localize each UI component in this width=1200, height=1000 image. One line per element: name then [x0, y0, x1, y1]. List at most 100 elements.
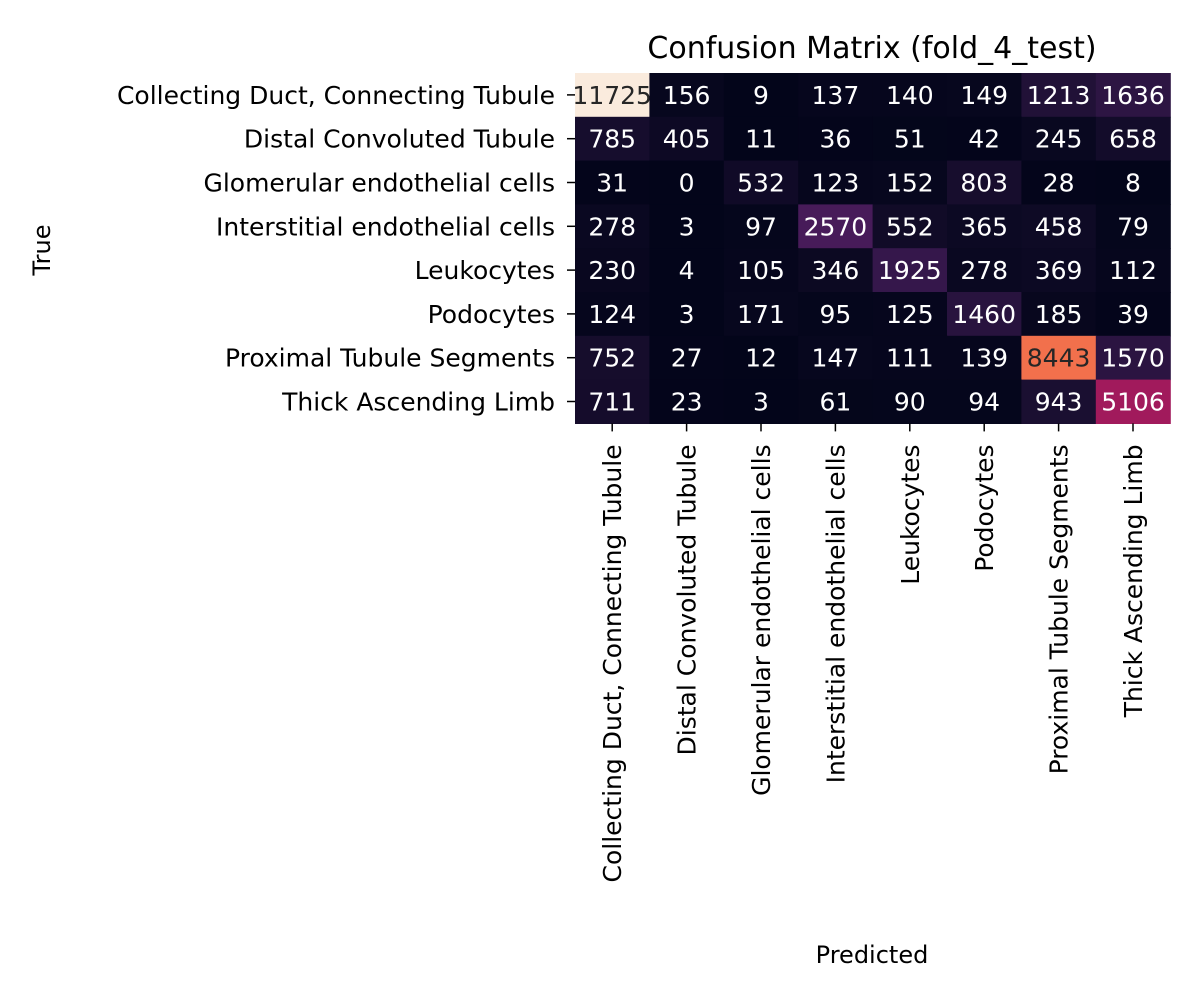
heatmap-cell: [1095, 73, 1171, 118]
chart-title: Confusion Matrix (fold_4_test): [647, 31, 1096, 66]
heatmap-cell: [649, 335, 725, 381]
heatmap-cell: [947, 204, 1022, 249]
cell-value-label: 1213: [1027, 81, 1091, 110]
cell-value-label: 803: [960, 169, 1008, 198]
cell-value-label: 31: [596, 169, 628, 198]
cell-value-label: 147: [812, 344, 860, 373]
cell-value-label: 23: [671, 388, 703, 417]
heatmap-cell: [798, 73, 874, 118]
cell-value-label: 3: [679, 212, 695, 241]
heatmap-cell: [872, 335, 948, 381]
y-axis-label: True: [28, 225, 56, 277]
cell-value-label: 139: [960, 344, 1008, 373]
column-label: Proximal Tubule Segments: [1045, 444, 1074, 774]
heatmap-cell: [1095, 379, 1171, 424]
heatmap-cell: [798, 335, 874, 381]
heatmap-cell: [649, 248, 725, 293]
cell-value-label: 405: [663, 125, 711, 154]
cell-value-label: 36: [819, 125, 851, 154]
heatmap-cell: [1021, 335, 1097, 381]
cell-value-label: 1636: [1101, 81, 1165, 110]
cell-value-label: 94: [968, 388, 1000, 417]
heatmap-cell: [947, 73, 1022, 118]
cell-value-label: 156: [663, 81, 711, 110]
column-label: Thick Ascending Limb: [1119, 444, 1148, 718]
heatmap-cell: [575, 204, 650, 249]
heatmap-cell: [947, 379, 1022, 424]
cell-value-label: 365: [960, 212, 1008, 241]
cell-value-label: 42: [968, 125, 1000, 154]
heatmap-cell: [872, 379, 948, 424]
heatmap-cell: [1021, 160, 1097, 205]
heatmap-cell: [1021, 204, 1097, 249]
cell-value-label: 11: [745, 125, 777, 154]
cell-value-label: 12: [745, 344, 777, 373]
cell-value-label: 11725: [572, 81, 652, 110]
cell-value-label: 27: [671, 344, 703, 373]
row-label: Leukocytes: [415, 256, 555, 285]
column-labels: Collecting Duct, Connecting Tubule Distal…: [598, 423, 1148, 882]
cell-value-label: 140: [886, 81, 934, 110]
cell-value-label: 8: [1125, 169, 1141, 198]
cell-value-label: 3: [753, 388, 769, 417]
heatmap-cell: [798, 116, 874, 162]
cell-value-label: 752: [588, 344, 636, 373]
heatmap-cell: [649, 379, 725, 424]
heatmap-cell: [1095, 335, 1171, 381]
cell-value-label: 61: [819, 388, 851, 417]
cell-value-label: 97: [745, 212, 777, 241]
cell-value-label: 171: [737, 300, 785, 329]
heatmap-cell: [575, 379, 650, 424]
column-label: Glomerular endothelial cells: [747, 444, 776, 796]
heatmap-cell: [575, 335, 650, 381]
column-label: Podocytes: [970, 444, 999, 571]
cell-value-label: 123: [812, 169, 860, 198]
row-label: Interstitial endothelial cells: [216, 212, 555, 241]
heatmap-cell: [1021, 292, 1097, 337]
heatmap-cell: [723, 292, 799, 337]
heatmap-cell: [947, 160, 1022, 205]
row-label: Proximal Tubule Segments: [225, 344, 555, 373]
cell-value-label: 152: [886, 169, 934, 198]
heatmap-cell: [1095, 292, 1171, 337]
row-label: Collecting Duct, Connecting Tubule: [117, 81, 555, 110]
row-label: Podocytes: [428, 300, 555, 329]
cell-value-label: 105: [737, 256, 785, 285]
cell-value-label: 785: [588, 125, 636, 154]
heatmap-cell: [575, 116, 650, 162]
cell-value-label: 658: [1109, 125, 1157, 154]
cell-value-label: 90: [894, 388, 926, 417]
heatmap-cell: [1095, 116, 1171, 162]
heatmap-cell: [947, 335, 1022, 381]
cell-value-label: 39: [1117, 300, 1149, 329]
cell-value-label: 51: [894, 125, 926, 154]
cell-value-label: 111: [886, 344, 934, 373]
heatmap-cell: [723, 73, 799, 118]
heatmap-cell: [649, 292, 725, 337]
row-label: Distal Convoluted Tubule: [244, 125, 555, 154]
cell-value-label: 79: [1117, 212, 1149, 241]
cell-value-label: 28: [1043, 169, 1075, 198]
cell-value-label: 124: [588, 300, 636, 329]
cell-value-label: 245: [1035, 125, 1083, 154]
heatmap-cell: [872, 292, 948, 337]
column-label: Interstitial endothelial cells: [821, 444, 850, 783]
cell-value-label: 112: [1109, 256, 1157, 285]
heatmap-cell: [1021, 379, 1097, 424]
cell-value-label: 149: [960, 81, 1008, 110]
heatmap-cell: [872, 204, 948, 249]
heatmap-cell: [798, 160, 874, 205]
cell-value-label: 1925: [878, 256, 942, 285]
heatmap-cell: [798, 204, 874, 249]
cell-value-label: 369: [1035, 256, 1083, 285]
row-label: Thick Ascending Limb: [281, 388, 555, 417]
heatmap-cell: [1021, 248, 1097, 293]
heatmap-cell: [723, 248, 799, 293]
column-label: Distal Convoluted Tubule: [673, 444, 702, 755]
cell-value-label: 943: [1035, 388, 1083, 417]
heatmap-cell: [872, 248, 948, 293]
heatmap-cell: [575, 160, 650, 205]
column-label: Leukocytes: [896, 444, 925, 584]
